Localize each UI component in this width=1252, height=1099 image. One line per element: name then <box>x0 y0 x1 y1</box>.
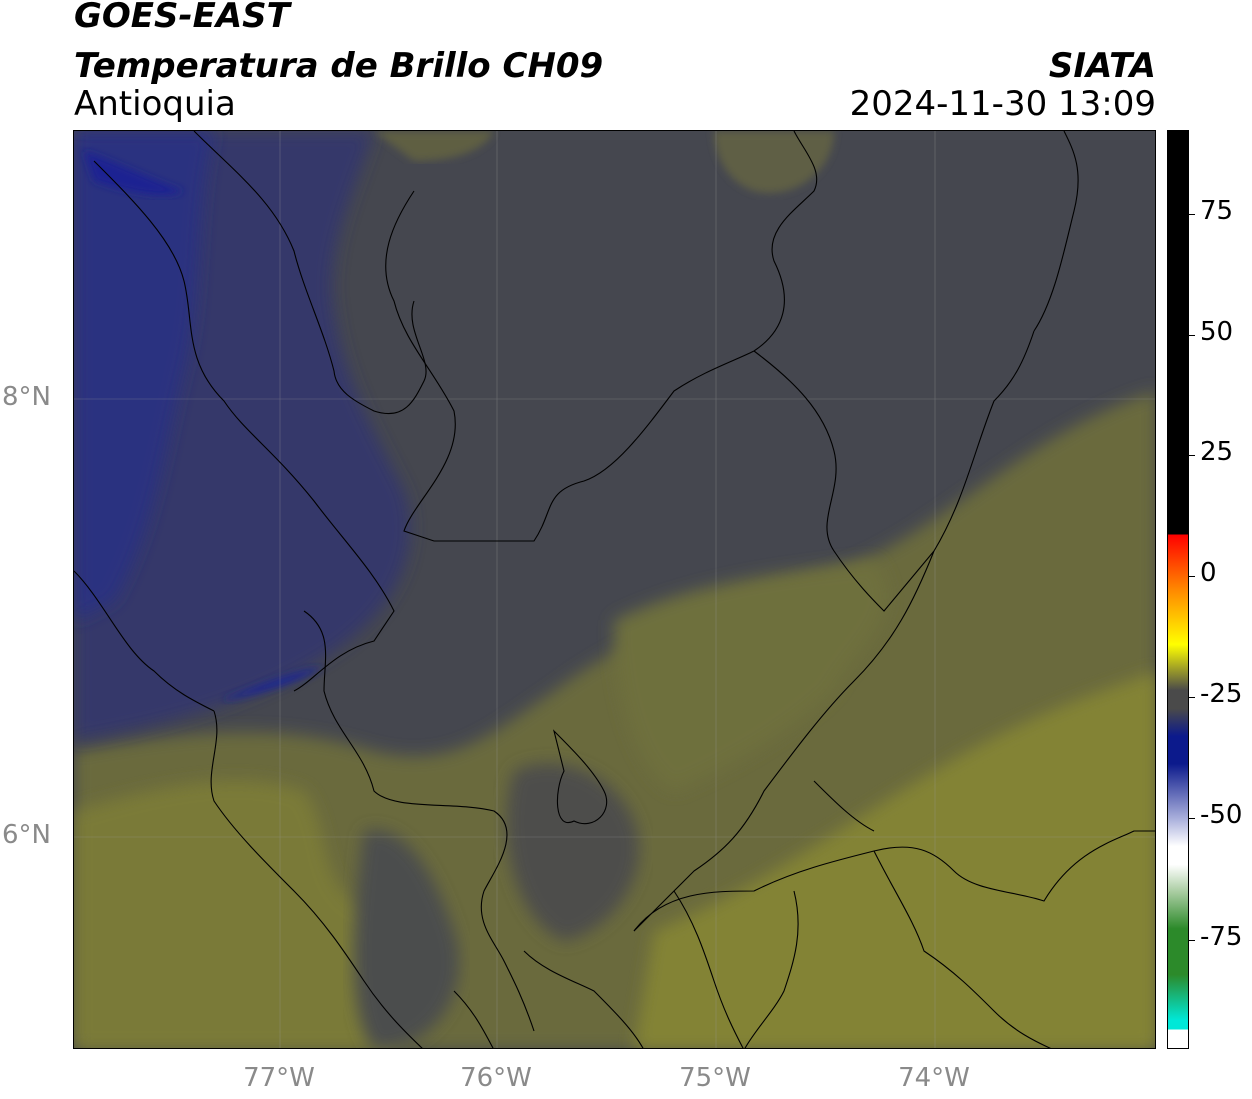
olive-band-central <box>614 561 888 791</box>
organization-label: SIATA <box>1048 46 1156 86</box>
brightness-temperature-map <box>74 131 1155 1048</box>
boundaries <box>74 131 1155 1048</box>
datetime-label: 2024-11-30 13:09 <box>849 84 1156 124</box>
lat-label-8n: 8°N <box>2 382 51 412</box>
olive-band-west <box>74 780 403 1048</box>
colorbar-label-25: 25 <box>1200 437 1234 467</box>
colorbar-tick <box>1189 818 1195 819</box>
yellow-olive-field <box>634 671 1155 1048</box>
colorbar-label-minus25: -25 <box>1200 679 1243 709</box>
colorbar-label-50: 50 <box>1200 317 1234 347</box>
map-area[interactable] <box>73 130 1156 1049</box>
lat-label-6n: 6°N <box>2 820 51 850</box>
colorbar-label-minus50: -50 <box>1200 800 1243 830</box>
colorbar-tick <box>1189 697 1195 698</box>
colorbar-label-75: 75 <box>1200 196 1234 226</box>
product-title: Temperatura de Brillo CH09 <box>74 46 604 86</box>
colorbar-tick <box>1189 335 1195 336</box>
deep-blue-field <box>74 131 214 621</box>
colorbar-tick <box>1189 455 1195 456</box>
cold-cloud-top-north <box>84 151 184 196</box>
colorbar-label-0: 0 <box>1200 558 1217 588</box>
olive-patch-north <box>374 131 494 161</box>
olive-patch-northeast <box>714 131 834 193</box>
gray-patch-south <box>354 829 460 1048</box>
colorbar-tick <box>1189 940 1195 941</box>
colorbar-tick <box>1189 576 1195 577</box>
region-label: Antioquia <box>74 84 236 124</box>
lon-label-77w: 77°W <box>243 1063 315 1093</box>
graticule <box>74 131 1155 1048</box>
cold-cloud-band <box>224 666 324 701</box>
lon-label-76w: 76°W <box>460 1063 532 1093</box>
satellite-title: GOES-EAST <box>74 0 290 36</box>
colorbar-label-minus75: -75 <box>1200 922 1243 952</box>
temperature-colorbar <box>1167 130 1189 1049</box>
colorbar-tick <box>1189 214 1195 215</box>
lon-label-74w: 74°W <box>898 1063 970 1093</box>
lon-label-75w: 75°W <box>679 1063 751 1093</box>
